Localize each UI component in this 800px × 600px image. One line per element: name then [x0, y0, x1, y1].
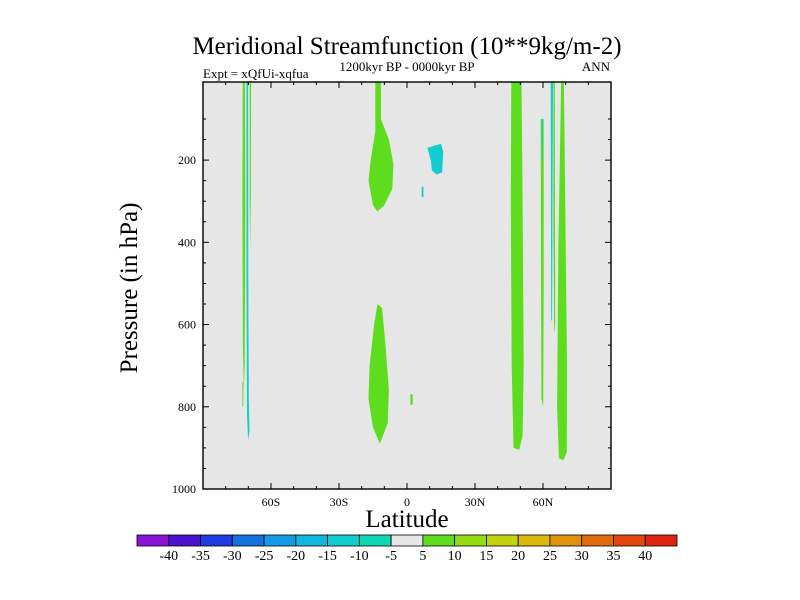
contour-region-2 [249, 82, 252, 251]
y-tick-label: 600 [178, 318, 196, 332]
y-tick-label: 1000 [172, 482, 196, 496]
x-tick-label: 30S [330, 495, 349, 509]
colorbar-label: -20 [286, 549, 305, 564]
contour-region-5 [368, 304, 389, 444]
colorbar-box [517, 534, 551, 547]
y-axis: 200 400 600 800 1000 [172, 118, 611, 496]
contour-region-7 [427, 143, 444, 175]
colorbar-box [168, 534, 201, 547]
contour-region-1 [246, 82, 250, 440]
plot-background [203, 82, 611, 489]
x-tick-label: 60S [262, 495, 281, 509]
contour-region-6 [410, 394, 413, 405]
contour-region-3 [242, 382, 244, 407]
colorbar-box [327, 534, 360, 547]
colorbar-label: 30 [575, 549, 589, 564]
colorbar-box [231, 534, 265, 547]
contour-region-14 [557, 82, 567, 461]
season-label: ANN [582, 59, 611, 74]
contour-region-8 [421, 186, 424, 198]
colorbar: -40 -35 -30 -25 -20 -15 -10 -5 5 10 15 20 25 30 35 40 [136, 534, 678, 564]
experiment-label: Expt = xQfUi-xqfua [203, 66, 309, 81]
contour-region-9 [510, 82, 524, 450]
colorbar-label: -10 [350, 549, 369, 564]
colorbar-box [549, 534, 583, 547]
colorbar-label: 5 [419, 549, 426, 564]
x-axis: 60S 30S 0 30N 60N [225, 82, 589, 509]
contour-region-13 [553, 82, 556, 333]
colorbar-box [200, 534, 233, 547]
colorbar-box [613, 534, 646, 547]
contour-region-11 [541, 119, 543, 161]
colorbar-box [581, 534, 614, 547]
colorbar-box [486, 534, 519, 547]
contour-region-0 [242, 82, 246, 391]
colorbar-label: 20 [511, 549, 525, 564]
colorbar-label: 15 [479, 549, 493, 564]
colorbar-box [454, 534, 487, 547]
colorbar-label: -25 [255, 549, 274, 564]
colorbar-label: -15 [318, 549, 337, 564]
colorbar-label: -40 [159, 549, 178, 564]
contour-region-4 [368, 82, 394, 212]
colorbar-box [422, 534, 456, 547]
y-tick-label: 400 [178, 235, 196, 249]
colorbar-label: 40 [638, 549, 652, 564]
colorbar-label: -30 [223, 549, 242, 564]
plot-area [202, 81, 612, 490]
colorbar-box [390, 534, 424, 547]
colorbar-label: 25 [543, 549, 557, 564]
y-tick-label: 800 [178, 400, 196, 414]
contour-region-12 [550, 82, 553, 321]
colorbar-box [136, 534, 170, 547]
contour-region-10 [540, 119, 544, 407]
x-tick-label: 60N [533, 495, 554, 509]
colorbar-label: 35 [606, 549, 620, 564]
x-axis-label: Latitude [365, 506, 448, 533]
period-label: 1200kyr BP - 0000kyr BP [339, 59, 474, 74]
colorbar-label: 10 [448, 549, 462, 564]
colorbar-box [295, 534, 328, 547]
y-axis-label: Pressure (in hPa) [116, 203, 143, 374]
colorbar-box [263, 534, 297, 547]
x-tick-label: 30N [465, 495, 486, 509]
colorbar-label: -5 [385, 549, 397, 564]
colorbar-label: -35 [191, 549, 210, 564]
y-tick-label: 200 [178, 153, 196, 167]
colorbar-box [358, 534, 392, 547]
colorbar-box [644, 534, 678, 547]
x-tick-label: 0 [404, 495, 410, 509]
chart-title: Meridional Streamfunction (10**9kg/m-2) [192, 33, 621, 60]
